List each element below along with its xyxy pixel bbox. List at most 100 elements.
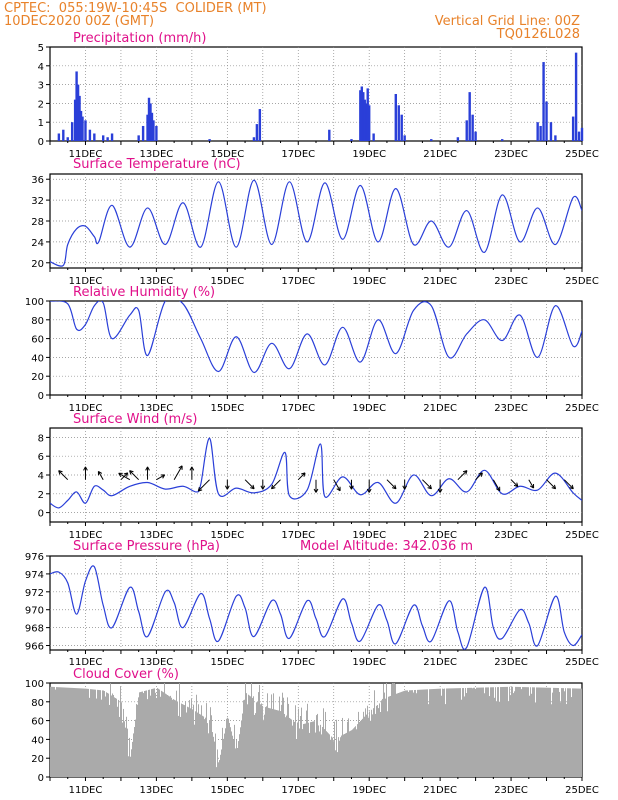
cloud-column [286,715,287,777]
cloud-column [516,686,517,777]
cloud-column [466,693,467,777]
cloud-column [568,688,569,777]
cloud-column [258,692,259,777]
wind-vector [58,470,69,481]
cloud-column [284,713,285,777]
cloud-column [316,715,317,777]
cloud-column [578,688,579,777]
cloud-column [489,696,490,777]
cloud-column [92,689,93,777]
cloud-column [74,688,75,777]
cloud-column [341,735,342,777]
cloud-column [398,692,399,777]
cloud-column [457,688,458,777]
wind-xtick-label: 19DEC [352,530,386,541]
cloud-column [456,688,457,777]
cloud-column [560,702,561,777]
temp-panel: 20 24 28 32 36 11DEC 13DEC 15DEC 17DEC 19DEC 21DEC… [31,157,599,287]
cloud-column [138,697,139,777]
cloud-column [109,704,110,777]
cloud-xtick-label: 13DEC [140,785,174,796]
cloud-column [352,729,353,777]
cloud-column [86,688,87,777]
cloud-column [137,704,138,777]
cloud-ytick-label: 0 [38,773,44,784]
cloud-column [575,688,576,777]
cloud-column [488,687,489,777]
cloud-column [163,692,164,777]
precip-bar [397,105,400,141]
precip-bar [554,135,557,141]
cloud-column [280,711,281,777]
cloud-column [399,692,400,777]
cloud-column [219,760,220,777]
cloud-column [182,704,183,777]
cloud-column [303,724,304,777]
cloud-column [334,721,335,777]
precip-ytick-label: 4 [38,62,44,73]
cloud-column [223,738,224,777]
cloud-column [523,687,524,777]
cloud-column [407,690,408,777]
cloud-column [513,693,514,777]
cloud-column [128,756,129,777]
cloud-column [322,726,323,777]
wind-vector [563,479,574,490]
cloud-column [75,688,76,777]
cloud-column [110,683,111,777]
cloud-column [565,688,566,777]
cloud-column [91,689,92,777]
cloud-column [292,725,293,777]
cloud-column [290,718,291,777]
pressure-frame [49,555,583,651]
rh-xtick-label: 25DEC [565,403,599,414]
precip-bar [106,137,109,141]
cloud-column [500,687,501,777]
pressure-ytick-label: 970 [25,606,44,617]
cloud-column [522,687,523,777]
cloud-column [353,728,354,777]
precip-bar [70,122,74,141]
cloud-column [287,697,288,777]
precip-bar [372,133,375,141]
cloud-column [580,688,581,777]
cloud-column [300,716,301,777]
precip-bar [571,116,575,141]
precip-xtick-label: 19DEC [352,149,386,160]
precip-bar [394,94,397,141]
wind-ytick-label: 8 [38,433,44,444]
cloud-column [148,689,149,777]
cloud-xtick-label: 23DEC [494,785,528,796]
cloud-column [494,697,495,777]
cloud-column [158,688,159,777]
cloud-column [338,737,339,777]
cloud-column [226,718,227,777]
cloud-column [369,711,370,777]
cloud-column [444,688,445,777]
precip-bar [79,110,83,141]
cloud-column [333,741,334,777]
cloud-column [72,687,73,777]
cloud-column [215,733,216,777]
wind-vector [83,466,88,480]
temp-ytick-label: 28 [31,217,44,228]
cloud-ytick-label: 60 [31,717,44,728]
cloud-column [261,703,262,777]
cloud-column [170,695,171,777]
pressure-ytick-label: 972 [25,588,44,599]
precip-ytick-label: 2 [38,99,44,110]
rh-xtick-label: 17DEC [281,403,315,414]
cloud-column [342,717,343,777]
precip-bar [574,52,578,141]
cloud-column [425,689,426,777]
cloud-column [129,737,130,777]
cloud-column [179,683,180,777]
cloud-column [561,688,562,777]
temp-xtick-label: 13DEC [140,276,174,287]
cloud-column [282,692,283,777]
cloud-column [246,693,247,777]
precip-bar [365,103,368,141]
cloud-column [66,687,67,777]
cloud-column [502,687,503,777]
cloud-column [185,701,186,777]
